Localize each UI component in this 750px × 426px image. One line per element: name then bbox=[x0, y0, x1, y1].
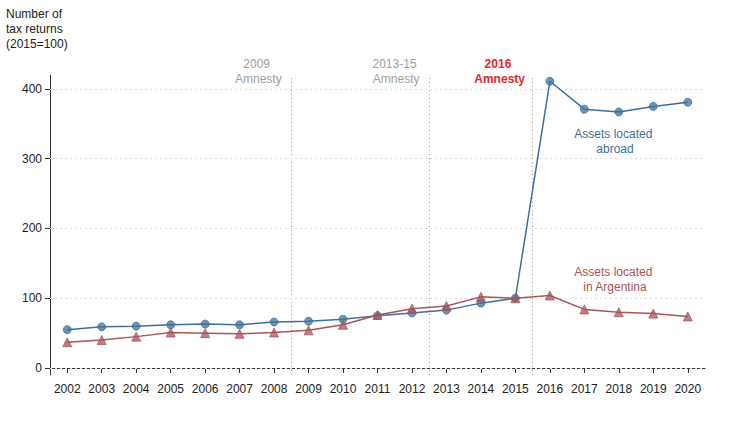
svg-text:2005: 2005 bbox=[157, 382, 184, 396]
svg-text:2006: 2006 bbox=[192, 382, 219, 396]
svg-text:Amnesty: Amnesty bbox=[474, 72, 525, 86]
svg-text:2010: 2010 bbox=[330, 382, 357, 396]
svg-text:Assets located: Assets located bbox=[574, 265, 655, 279]
svg-text:2014: 2014 bbox=[468, 382, 495, 396]
svg-text:2016: 2016 bbox=[485, 57, 515, 71]
svg-text:200: 200 bbox=[22, 221, 42, 235]
svg-text:2009: 2009 bbox=[243, 57, 273, 71]
svg-text:Assets located: Assets located bbox=[574, 127, 655, 141]
svg-text:2009: 2009 bbox=[295, 382, 322, 396]
svg-text:Number of: Number of bbox=[6, 7, 65, 21]
svg-text:Amnesty: Amnesty bbox=[235, 72, 282, 86]
svg-text:tax returns: tax returns bbox=[6, 22, 66, 36]
svg-text:400: 400 bbox=[22, 82, 42, 96]
svg-text:(2015=100): (2015=100) bbox=[6, 37, 68, 51]
svg-text:Amnesty: Amnesty bbox=[373, 72, 420, 86]
svg-text:2019: 2019 bbox=[640, 382, 667, 396]
svg-text:in Argentina: in Argentina bbox=[583, 280, 647, 294]
svg-text:2011: 2011 bbox=[365, 382, 391, 396]
svg-text:2016: 2016 bbox=[537, 382, 564, 396]
svg-text:2020: 2020 bbox=[674, 382, 701, 396]
svg-text:2013: 2013 bbox=[433, 382, 460, 396]
svg-text:abroad: abroad bbox=[596, 142, 633, 156]
svg-text:2002: 2002 bbox=[54, 382, 81, 396]
svg-text:2007: 2007 bbox=[226, 382, 253, 396]
svg-text:2003: 2003 bbox=[88, 382, 115, 396]
svg-text:2004: 2004 bbox=[123, 382, 150, 396]
svg-text:2018: 2018 bbox=[605, 382, 632, 396]
svg-text:2012: 2012 bbox=[399, 382, 426, 396]
svg-text:0: 0 bbox=[35, 361, 42, 375]
svg-text:2013-15: 2013-15 bbox=[373, 57, 420, 71]
svg-text:2017: 2017 bbox=[571, 382, 598, 396]
svg-text:100: 100 bbox=[22, 291, 42, 305]
svg-text:300: 300 bbox=[22, 152, 42, 166]
svg-text:2008: 2008 bbox=[261, 382, 288, 396]
svg-text:2015: 2015 bbox=[502, 382, 529, 396]
